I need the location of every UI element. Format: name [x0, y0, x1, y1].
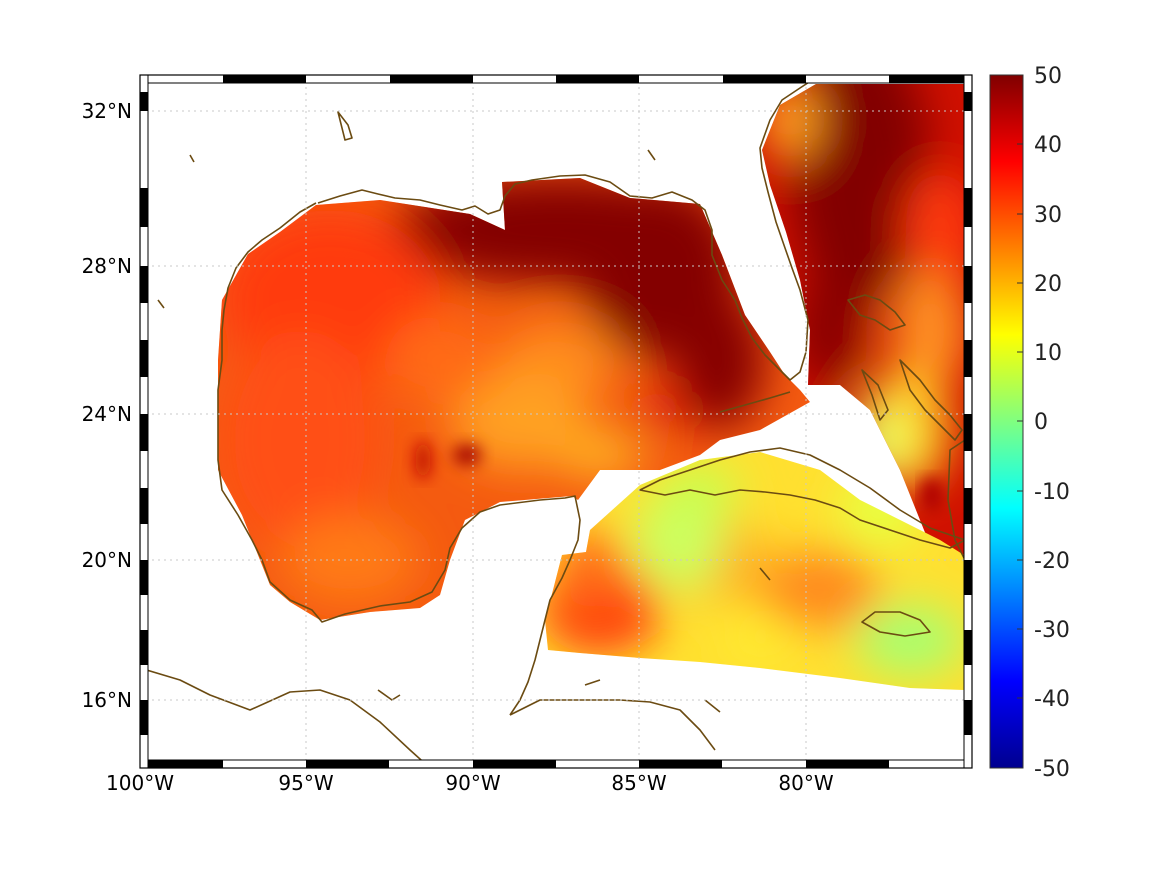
coastline-cuba — [639, 447, 966, 549]
lon-tick-label: 80°W — [778, 771, 833, 795]
coastline-bahamas — [847, 294, 963, 441]
gridlines — [140, 75, 972, 768]
colorbar-ticks — [1017, 143, 1023, 699]
lon-tick-label: 100°W — [106, 771, 174, 795]
colorbar-label: 40 — [1034, 133, 1062, 158]
coastline-mexico — [217, 202, 581, 716]
lat-tick-label: 32°N — [82, 99, 132, 123]
coastline-honduras — [509, 699, 716, 751]
colorbar: 50 40 30 20 10 0 -10 -20 -30 -40 -50 — [989, 64, 1070, 782]
lat-tick-label: 16°N — [82, 688, 132, 712]
lat-tick-label: 28°N — [82, 254, 132, 278]
lat-tick-label: 20°N — [82, 548, 132, 572]
lon-tick-label: 95°W — [278, 771, 333, 795]
lon-tick-label: 90°W — [445, 771, 500, 795]
colorbar-label: 20 — [1034, 272, 1062, 297]
coastline-gulf — [317, 75, 821, 381]
lat-tick-labels: 32°N 28°N 24°N 20°N 16°N — [82, 99, 132, 712]
coastline-hispaniola — [947, 439, 966, 561]
colorbar-label: -30 — [1034, 618, 1070, 643]
coastline-central-america — [140, 667, 431, 768]
coastline-jamaica — [861, 611, 931, 637]
lon-tick-labels: 100°W 95°W 90°W 85°W 80°W — [106, 771, 834, 795]
colorbar-label: -20 — [1034, 549, 1070, 574]
colorbar-label: -10 — [1034, 480, 1070, 505]
colorbar-label: 50 — [1034, 64, 1062, 89]
colorbar-label: 30 — [1034, 203, 1062, 228]
coastline-keys — [719, 391, 791, 413]
map-frame — [139, 74, 973, 769]
lon-tick-label: 85°W — [611, 771, 666, 795]
colorbar-label: 0 — [1034, 410, 1048, 435]
coastlines — [140, 75, 966, 768]
colorbar-label: -40 — [1034, 687, 1070, 712]
colorbar-label: 10 — [1034, 341, 1062, 366]
lat-tick-label: 24°N — [82, 402, 132, 426]
colorbar-label: -50 — [1034, 757, 1070, 782]
